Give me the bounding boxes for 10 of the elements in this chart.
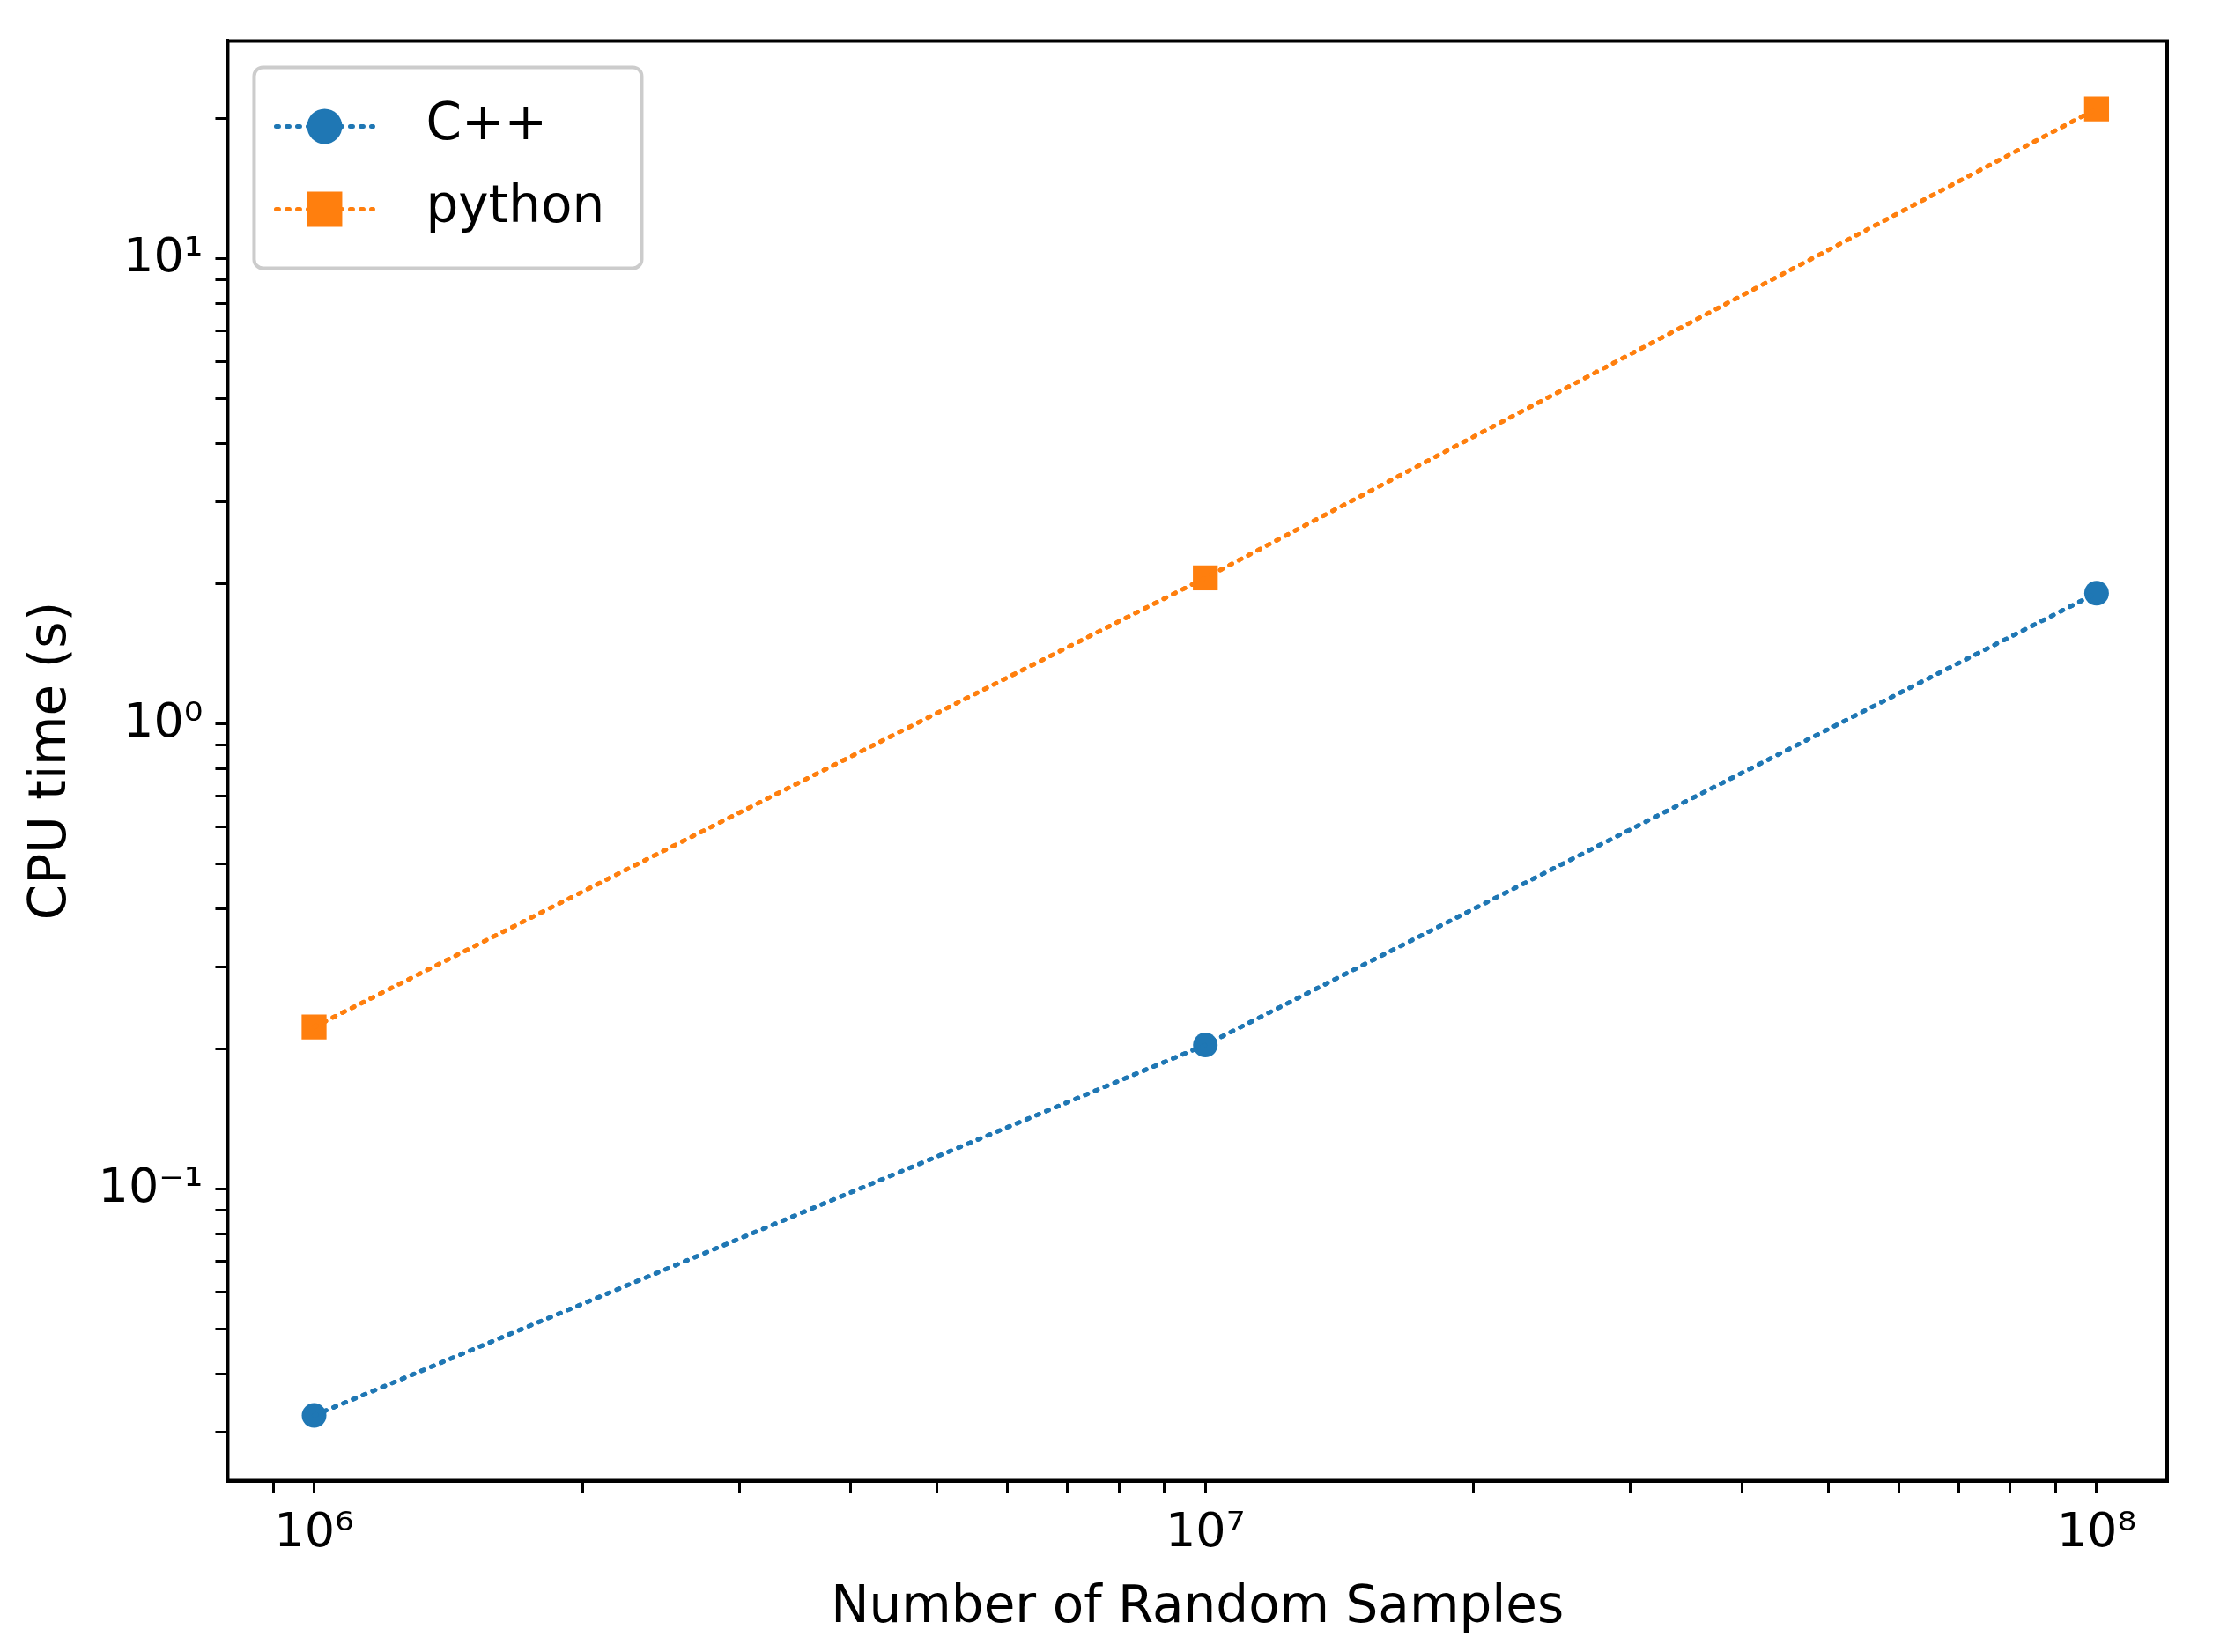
y-tick-label: 10⁻¹	[98, 1157, 204, 1213]
x-axis-title: Number of Random Samples	[831, 1574, 1565, 1635]
legend-label: C++	[426, 92, 548, 152]
x-tick-label: 10⁸	[2056, 1502, 2137, 1559]
legend-label: python	[426, 174, 605, 235]
y-axis-title: CPU time (s)	[17, 601, 78, 921]
y-tick-label: 10¹	[123, 226, 204, 283]
x-tick-label: 10⁷	[1166, 1502, 1246, 1559]
x-tick-label: 10⁶	[274, 1502, 354, 1559]
y-tick-label: 10⁰	[123, 692, 204, 748]
